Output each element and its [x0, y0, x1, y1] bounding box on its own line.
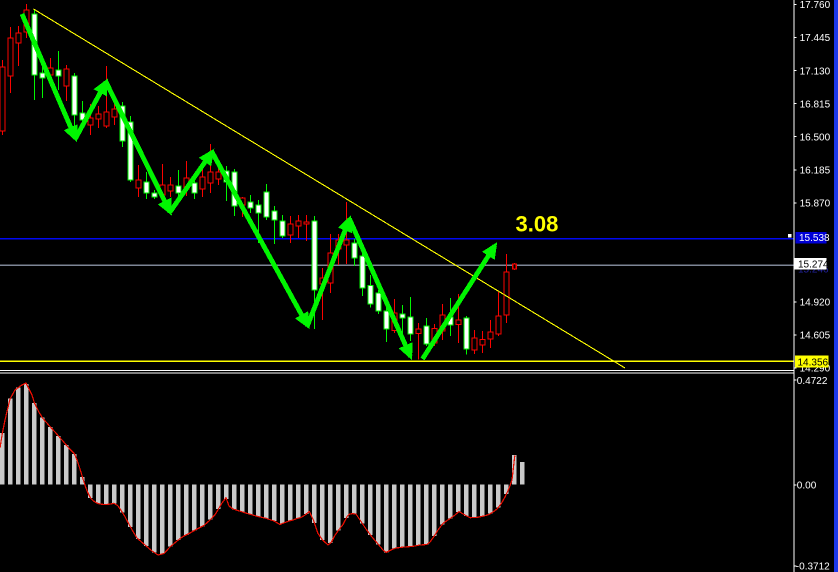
svg-text:14.290: 14.290 [800, 364, 831, 375]
svg-text:14.605: 14.605 [800, 331, 831, 342]
svg-text:15.870: 15.870 [800, 198, 831, 209]
svg-text:3.08: 3.08 [516, 212, 559, 237]
svg-text:15.538: 15.538 [799, 233, 830, 244]
svg-text:16.500: 16.500 [800, 132, 831, 143]
svg-text:0.00: 0.00 [797, 480, 817, 491]
svg-text:15.246: 15.246 [798, 265, 829, 276]
svg-text:15.274: 15.274 [798, 260, 829, 271]
svg-text:0.4722: 0.4722 [797, 376, 828, 387]
svg-text:14.920: 14.920 [800, 298, 831, 309]
svg-text:-0.3712: -0.3712 [796, 561, 830, 572]
svg-text:17.130: 17.130 [800, 66, 831, 77]
svg-text:16.815: 16.815 [800, 99, 831, 110]
svg-text:14.356: 14.356 [798, 357, 829, 368]
svg-text:17.445: 17.445 [800, 33, 831, 44]
svg-text:17.760: 17.760 [800, 0, 831, 11]
svg-text:16.185: 16.185 [800, 165, 831, 176]
